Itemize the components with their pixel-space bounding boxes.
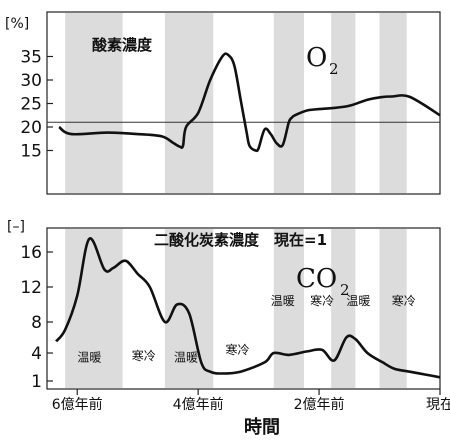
warm-band-o2-0 — [65, 13, 123, 193]
o2-molecule-subscript: 2 — [329, 60, 339, 78]
co2-molecule-label: CO — [296, 264, 337, 294]
warm-band-o2-4 — [379, 13, 407, 193]
warm-band-o2-3 — [331, 13, 356, 193]
warm-band-o2-1 — [164, 13, 214, 193]
climate-label-1: 寒冷 — [132, 348, 156, 363]
co2-line — [55, 237, 441, 379]
climate-label-7: 寒冷 — [392, 293, 416, 308]
o2-ytick-label-35: 35 — [20, 48, 42, 68]
xtick-label-0: 6億年前 — [52, 396, 103, 413]
co2-chart-title: 二酸化炭素濃度 現在=1 — [154, 231, 327, 249]
warm-band-co2-4 — [379, 229, 407, 388]
co2-ytick-label-4: 4 — [31, 344, 42, 364]
climate-bands-o2 — [65, 13, 407, 193]
o2-y-axis-label: [%] — [5, 16, 29, 32]
co2-plot-frame — [46, 227, 441, 390]
warm-band-o2-2 — [273, 13, 304, 193]
xtick-label-1: 4億年前 — [173, 396, 224, 413]
o2-ytick-label-25: 25 — [20, 95, 42, 115]
o2-ytick-label-20: 20 — [20, 118, 42, 138]
climate-label-5: 寒冷 — [310, 293, 334, 308]
x-axis-label: 時間 — [244, 417, 280, 438]
climate-label-3: 寒冷 — [225, 342, 249, 357]
co2-molecule-subscript: 2 — [340, 281, 350, 299]
co2-ytick-label-8: 8 — [31, 313, 42, 333]
o2-line — [58, 52, 441, 153]
climate-label-4: 温暖 — [271, 294, 295, 308]
co2-ytick-label-1: 1 — [31, 372, 42, 392]
o2-series — [58, 52, 441, 153]
co2-y-axis-label: [–] — [7, 219, 25, 235]
co2-ytick-label-12: 12 — [20, 278, 42, 298]
o2-molecule-label: O — [306, 43, 327, 73]
warm-band-co2-2 — [273, 229, 304, 388]
co2-series — [55, 237, 441, 379]
o2-chart-title: 酸素濃度 — [92, 36, 153, 54]
warm-band-co2-3 — [331, 229, 356, 388]
xtick-label-2: 2億年前 — [294, 396, 345, 413]
climate-label-2: 温暖 — [174, 351, 198, 365]
co2-ytick-label-16: 16 — [20, 243, 42, 263]
o2-ytick-label-15: 15 — [20, 142, 42, 162]
o2-ytick-label-30: 30 — [20, 71, 42, 91]
climate-label-6: 温暖 — [346, 294, 370, 308]
climate-label-0: 温暖 — [77, 351, 101, 365]
climate-bands-co2 — [65, 229, 407, 388]
xtick-label-3: 現在 — [426, 397, 450, 413]
